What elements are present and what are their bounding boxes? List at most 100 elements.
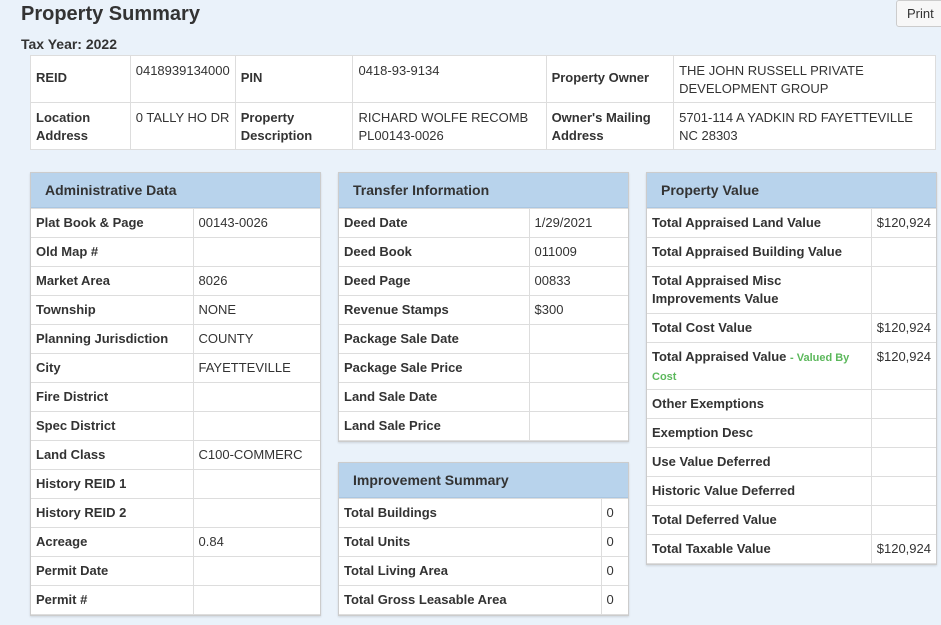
row-label-text: Use Value Deferred [652,454,771,469]
table-row: Deed Page 00833 [339,266,628,296]
row-label: History REID 2 [31,498,194,528]
row-label: Total Taxable Value [647,534,872,564]
row-value: 0 [600,556,628,586]
row-label-text: Other Exemptions [652,396,764,411]
row-value [870,389,936,419]
summary-row: Location Address 0 TALLY HO DR Property … [30,102,936,150]
row-label: Permit Date [31,556,194,586]
row-label-text: Deed Date [344,215,408,230]
row-label: Other Exemptions [647,389,872,419]
row-label: Package Sale Date [339,324,530,354]
row-value: $120,924 [870,313,936,343]
location-label: Location Address [30,102,131,150]
row-label-text: Market Area [36,273,110,288]
table-row: Permit Date [31,556,320,586]
table-row: Total Cost Value $120,924 [647,313,936,343]
row-label: Total Appraised Building Value [647,237,872,267]
row-value [870,237,936,267]
row-label-text: Total Living Area [344,563,449,578]
row-label-text: Deed Page [344,273,411,288]
table-row: Exemption Desc [647,418,936,448]
row-label: Total Appraised Value - Valued By Cost [647,342,872,390]
table-row: Old Map # [31,237,320,267]
improvement-summary-table: Total Buildings 0 Total Units 0 Total Living… [339,498,628,615]
table-row: Deed Date 1/29/2021 [339,208,628,238]
panel-title: Property Value [647,173,936,208]
row-value [870,447,936,477]
row-value: 0 [600,498,628,528]
row-value: 00833 [528,266,628,296]
row-label: Market Area [31,266,194,296]
panel-title: Administrative Data [31,173,320,208]
row-label-text: Total Appraised Misc Improvements Value [652,273,782,306]
property-value-table: Total Appraised Land Value $120,924 Total … [647,208,936,564]
row-label: City [31,353,194,383]
row-label: Package Sale Price [339,353,530,383]
row-label: History REID 1 [31,469,194,499]
print-button[interactable]: Print [896,0,941,27]
table-row: Spec District [31,411,320,441]
table-row: Deed Book 011009 [339,237,628,267]
row-label: Total Living Area [339,556,602,586]
row-label: Total Cost Value [647,313,872,343]
row-value: 0.84 [192,527,320,557]
table-row: Fire District [31,382,320,412]
pin-label: PIN [234,55,354,103]
panel-title: Transfer Information [339,173,628,208]
row-label: Permit # [31,585,194,615]
table-row: Historic Value Deferred [647,476,936,506]
row-label: Total Buildings [339,498,602,528]
row-label-text: Total Appraised Building Value [652,244,842,259]
row-value [528,411,628,441]
row-label-text: Old Map # [36,244,99,259]
table-row: Land Sale Price [339,411,628,441]
row-label-text: Fire District [36,389,109,404]
row-label: Acreage [31,527,194,557]
row-label: Total Appraised Misc Improvements Value [647,266,872,314]
row-value [870,505,936,535]
row-label: Land Class [31,440,194,470]
row-value: $120,924 [870,534,936,564]
row-label-text: Land Sale Date [344,389,438,404]
row-value: NONE [192,295,320,325]
row-label: Total Appraised Land Value [647,208,872,238]
row-label: Total Units [339,527,602,557]
transfer-information-table: Deed Date 1/29/2021 Deed Book 011009 Deed Pa… [339,208,628,441]
property-value-panel: Property Value Total Appraised Land Valu… [646,172,937,565]
row-label-text: Total Appraised Value [652,349,787,364]
row-label: Exemption Desc [647,418,872,448]
row-value [870,476,936,506]
mailing-label: Owner's Mailing Address [545,102,675,150]
row-value: C100-COMMERC [192,440,320,470]
row-label-text: Total Gross Leasable Area [344,592,507,607]
row-value: 0 [600,527,628,557]
property-summary-table: REID 0418939134000 PIN 0418-93-9134 Prop… [30,55,936,150]
row-value [192,237,320,267]
reid-label: REID [30,55,131,103]
row-label-text: Package Sale Date [344,331,459,346]
row-value: 8026 [192,266,320,296]
row-value [528,324,628,354]
table-row: Total Buildings 0 [339,498,628,528]
description-label: Property Description [234,102,354,150]
row-value [192,585,320,615]
page-title: Property Summary [21,3,200,25]
administrative-data-table: Plat Book & Page 00143-0026 Old Map # Marke… [31,208,320,615]
row-label-text: History REID 1 [36,476,127,491]
row-label-text: Land Sale Price [344,418,441,433]
row-label-text: City [36,360,61,375]
row-value: 00143-0026 [192,208,320,238]
row-label-text: Spec District [36,418,116,433]
table-row: Total Deferred Value [647,505,936,535]
table-row: Total Appraised Misc Improvements Value [647,266,936,314]
row-label-text: Deed Book [344,244,412,259]
table-row: Township NONE [31,295,320,325]
row-label: Historic Value Deferred [647,476,872,506]
table-row: Permit # [31,585,320,615]
transfer-information-panel: Transfer Information Deed Date 1/29/2021 D… [338,172,629,442]
row-label-text: Total Taxable Value [652,541,771,556]
row-label: Land Sale Date [339,382,530,412]
owner-label: Property Owner [545,55,675,103]
row-label: Total Deferred Value [647,505,872,535]
table-row: Land Class C100-COMMERC [31,440,320,470]
